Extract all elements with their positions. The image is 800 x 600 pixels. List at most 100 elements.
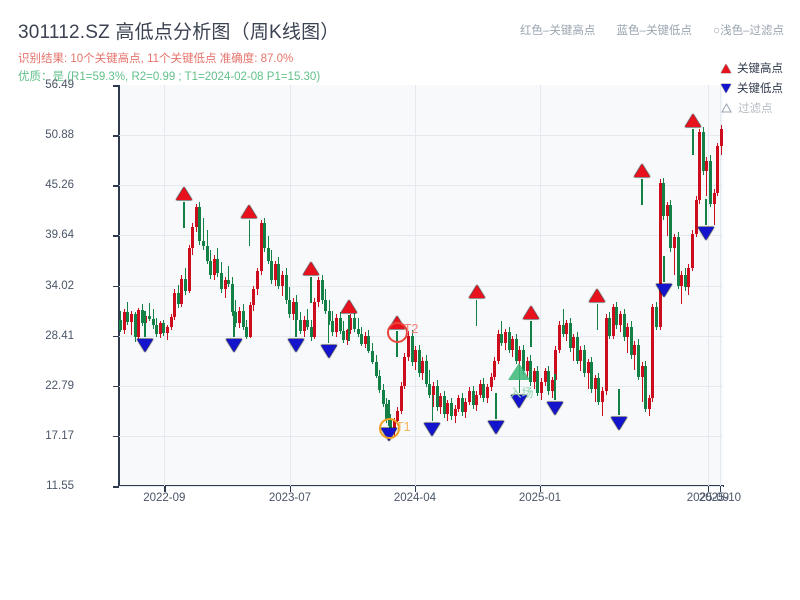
candlestick-body [237,310,241,324]
x-axis-tick-mark [719,486,722,492]
marker-stem [144,311,146,338]
key-high-marker [303,261,320,275]
legend-label-key-low: 关键低点 [737,83,783,95]
recognition-result-text: 识别结果: 10个关键高点, 11个关键低点 准确度: 87.0% [18,53,294,65]
candlestick-body [597,378,601,402]
candlestick-body [345,330,349,341]
candlestick-body [489,376,493,388]
candlestick-body [148,316,152,319]
y-axis-tick-mark [113,185,119,187]
candlestick-wick [433,382,435,408]
candlestick-body [414,349,418,363]
candlestick-body [374,361,378,376]
candlestick-body [184,278,187,292]
legend-item-key-low: 关键低点 [721,80,783,96]
candlestick-body [698,132,702,200]
candlestick-body [521,349,525,372]
candlestick-body [464,401,468,413]
candlestick-body [381,390,385,405]
marker-stem [618,389,620,416]
candlestick-body [586,362,590,374]
marker-stem [554,373,556,400]
marker-stem [396,331,398,358]
candlestick-body [263,223,267,249]
gridline-horizontal [119,335,723,337]
key-low-marker [487,420,504,434]
candlestick-body [406,335,410,358]
t2-ring-marker [387,321,409,343]
candlestick-body [162,323,166,333]
marker-stem [348,315,350,342]
candlestick-body [216,258,220,274]
candlestick-wick [202,217,204,250]
triangle-outline-light-icon [721,103,732,113]
candlestick-body [187,248,191,292]
candlestick-body [532,371,536,383]
candlestick-body [277,264,281,286]
x-axis-tick-label: 2022-09 [143,492,186,504]
gridline-vertical [719,85,721,486]
candlestick-body [622,314,626,338]
key-low-marker [511,394,528,408]
candlestick-wick [149,302,151,322]
candlestick-body [421,360,425,374]
candlestick-body [439,396,443,408]
candlestick-body [266,248,270,261]
candlestick-wick [228,266,230,288]
candlestick-body [209,260,213,275]
candlestick-body [331,321,335,333]
candlestick-body [252,289,256,306]
y-axis-tick-mark [113,486,119,488]
candlestick-body [403,357,407,386]
candlestick-body [342,331,346,341]
candlestick-body [608,317,612,336]
key-high-marker [522,306,539,320]
candlestick-body [194,207,198,227]
marker-stem [431,395,434,422]
candlestick-body [511,339,515,350]
candlestick-body [306,319,310,327]
candlestick-body [417,349,421,374]
marker-stem [248,219,251,246]
candlestick-body [601,390,605,402]
candlestick-body [169,316,173,327]
candlestick-body [565,323,569,334]
header-legend-high: 红色–关键高点 [519,25,596,37]
candlestick-body [593,378,597,390]
candlestick-body [644,365,648,409]
gridline-horizontal [119,235,723,237]
y-axis-tick-mark [113,335,119,338]
marker-stem [530,321,532,348]
candlestick-body [245,326,249,337]
candlestick-body [500,333,504,343]
key-low-marker [698,227,715,240]
candlestick-body [619,314,623,325]
y-axis-tick-mark [113,235,119,237]
entry-signal-marker [508,363,531,381]
candlestick-body [255,271,259,290]
candlestick-body [471,390,475,406]
chart-legend: 关键高点 关键低点 过滤点 [721,60,783,116]
candlestick-body [460,398,464,413]
candlestick-wick [641,362,643,402]
candlestick-body [191,226,195,249]
candlestick-body [611,307,615,336]
y-axis-tick-label: 22.79 [45,379,74,392]
candlestick-body [701,132,705,172]
gridline-horizontal [119,385,723,387]
candlestick-body [327,310,331,322]
key-low-marker [547,401,564,415]
candlestick-body [363,335,367,344]
candlestick-body [626,326,630,338]
candlestick-body [672,237,676,249]
candlestick-body [669,205,673,249]
x-axis-tick-mark [164,486,166,492]
candlestick-body [493,360,497,377]
marker-stem [183,201,186,228]
triangle-up-red-icon [721,63,731,73]
candlestick-body [561,324,565,334]
key-low-marker [287,339,304,353]
candlestick-body [205,246,209,261]
candlestick-body [468,390,472,402]
y-axis-tick-label: 11.55 [46,480,74,492]
